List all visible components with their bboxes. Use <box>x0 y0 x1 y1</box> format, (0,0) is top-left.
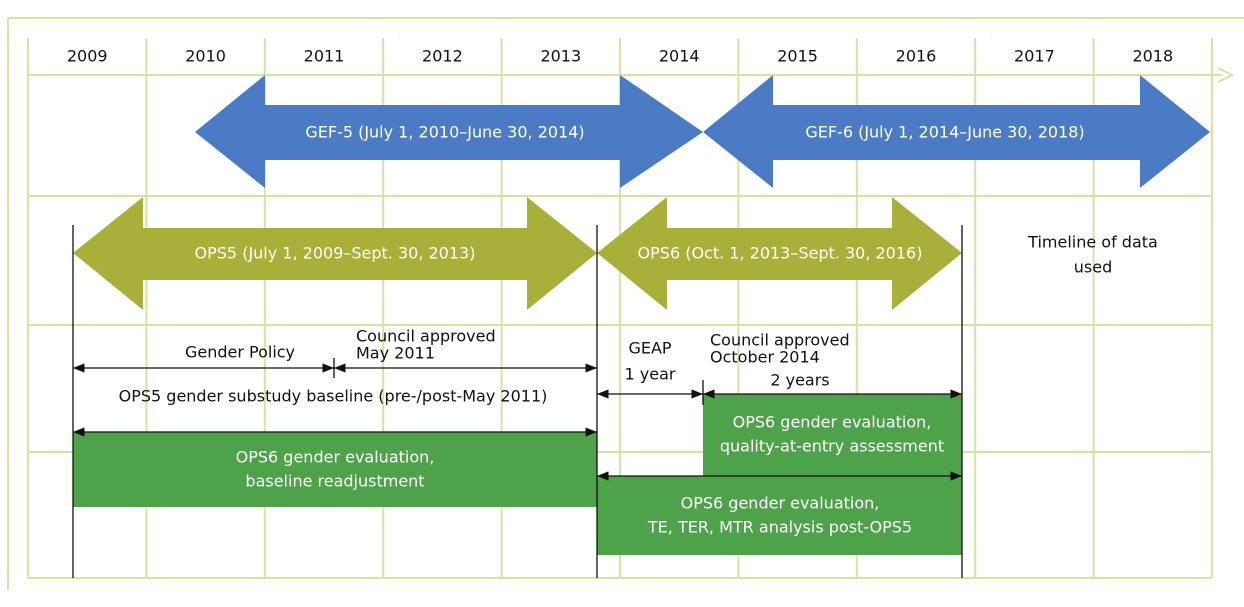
timeline-note: Timeline of data <box>1027 233 1158 252</box>
year-label: 2017 <box>1014 47 1055 66</box>
box-text: OPS6 gender evaluation, <box>236 448 435 467</box>
gef-label: GEF-6 (July 1, 2014–June 30, 2018) <box>805 123 1084 142</box>
box-text: OPS6 gender evaluation, <box>733 413 932 432</box>
box <box>597 476 962 555</box>
ops-label: OPS5 (July 1, 2009–Sept. 30, 2013) <box>195 244 476 263</box>
box <box>703 394 962 476</box>
annotation: Council approved <box>710 331 850 350</box>
ops5-arrow <box>73 197 597 310</box>
year-label: 2014 <box>659 47 700 66</box>
year-label: 2013 <box>540 47 581 66</box>
year-label: 2015 <box>777 47 818 66</box>
ops6-arrow <box>597 197 962 310</box>
annotation: GEAP <box>628 339 671 358</box>
year-label: 2010 <box>185 47 226 66</box>
annotation: Council approved <box>356 327 496 346</box>
annotation: OPS5 gender substudy baseline (pre-/post… <box>119 387 548 406</box>
year-label: 2011 <box>304 47 345 66</box>
box-text: TE, TER, MTR analysis post-OPS5 <box>647 518 912 537</box>
frame <box>7 17 1244 590</box>
year-label: 2018 <box>1132 47 1173 66</box>
year-label: 2016 <box>896 47 937 66</box>
annotation: May 2011 <box>356 344 435 363</box>
gef5-arrow <box>195 75 703 188</box>
ops-label: OPS6 (Oct. 1, 2013–Sept. 30, 2016) <box>638 244 923 263</box>
annotation: 1 year <box>625 365 676 384</box>
gef6-arrow <box>703 75 1210 188</box>
box-text: baseline readjustment <box>245 472 424 491</box>
guides <box>72 225 963 578</box>
timeline-note: used <box>1074 258 1112 277</box>
year-label: 2012 <box>422 47 463 66</box>
box-text: quality-at-entry assessment <box>720 437 944 456</box>
annotation: October 2014 <box>710 348 820 367</box>
annotation: 2 years <box>770 371 829 390</box>
year-label: 2009 <box>67 47 108 66</box>
box <box>73 432 597 507</box>
box-text: OPS6 gender evaluation, <box>681 494 880 513</box>
gef-label: GEF-5 (July 1, 2010–June 30, 2014) <box>305 123 584 142</box>
annotation: Gender Policy <box>185 343 295 362</box>
